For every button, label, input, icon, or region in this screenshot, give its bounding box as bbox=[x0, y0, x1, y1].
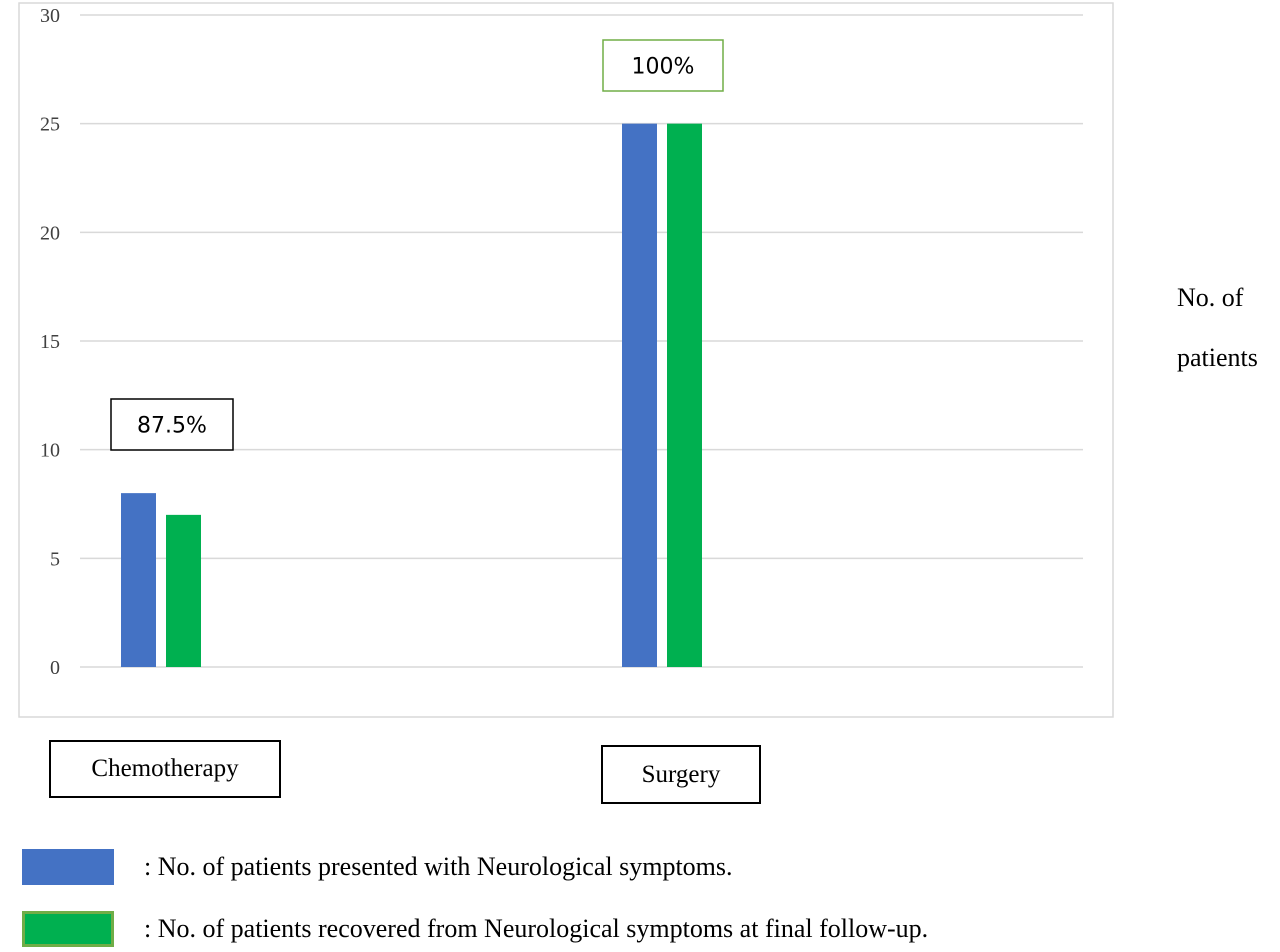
y-axis-label-line-2: patients bbox=[1177, 343, 1258, 372]
y-tick-label: 20 bbox=[40, 222, 60, 244]
legend-item-recovered: : No. of patients recovered from Neurolo… bbox=[22, 911, 928, 947]
data-label: 100% bbox=[632, 55, 695, 80]
bar-surgery-series-1 bbox=[622, 123, 657, 667]
chart: 0 5 10 15 20 25 30 87.5% 100% bbox=[18, 2, 1114, 718]
y-tick-label: 30 bbox=[40, 5, 60, 27]
bar-surgery-series-2 bbox=[667, 123, 702, 667]
legend-label-recovered: : No. of patients recovered from Neurolo… bbox=[144, 914, 929, 943]
y-axis-label: No. of patients bbox=[1177, 268, 1258, 388]
bar-chemotherapy-series-1 bbox=[121, 493, 156, 667]
legend-item-presented: : No. of patients presented with Neurolo… bbox=[22, 849, 733, 885]
plot-area-border bbox=[18, 2, 1114, 718]
data-label: 87.5% bbox=[137, 414, 207, 439]
category-label-chemotherapy: Chemotherapy bbox=[49, 740, 281, 798]
legend-swatch-presented bbox=[22, 849, 114, 885]
data-label-box bbox=[602, 39, 724, 92]
y-axis-label-line-1: No. of bbox=[1177, 283, 1244, 312]
y-tick-label: 15 bbox=[40, 331, 60, 353]
legend-label-presented: : No. of patients presented with Neurolo… bbox=[144, 852, 733, 881]
legend-swatch-recovered bbox=[22, 911, 114, 947]
category-label-surgery: Surgery bbox=[601, 745, 761, 804]
y-tick-label: 5 bbox=[50, 548, 60, 570]
bar-chemotherapy-series-2 bbox=[166, 514, 201, 667]
y-tick-label: 0 bbox=[50, 657, 60, 679]
data-label-box bbox=[110, 398, 234, 451]
y-tick-label: 10 bbox=[40, 440, 60, 462]
y-tick-label: 25 bbox=[40, 114, 60, 136]
